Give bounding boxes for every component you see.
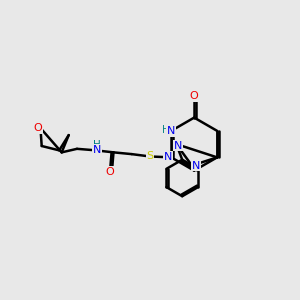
Text: H: H [93,140,101,150]
Text: N: N [192,160,200,171]
Text: N: N [92,145,101,155]
Text: O: O [190,92,199,101]
Text: O: O [105,167,114,177]
Text: S: S [146,152,154,161]
Text: N: N [164,152,172,162]
Text: O: O [34,123,43,133]
Text: N: N [174,141,182,151]
Text: N: N [167,126,176,136]
Text: H: H [162,125,169,135]
